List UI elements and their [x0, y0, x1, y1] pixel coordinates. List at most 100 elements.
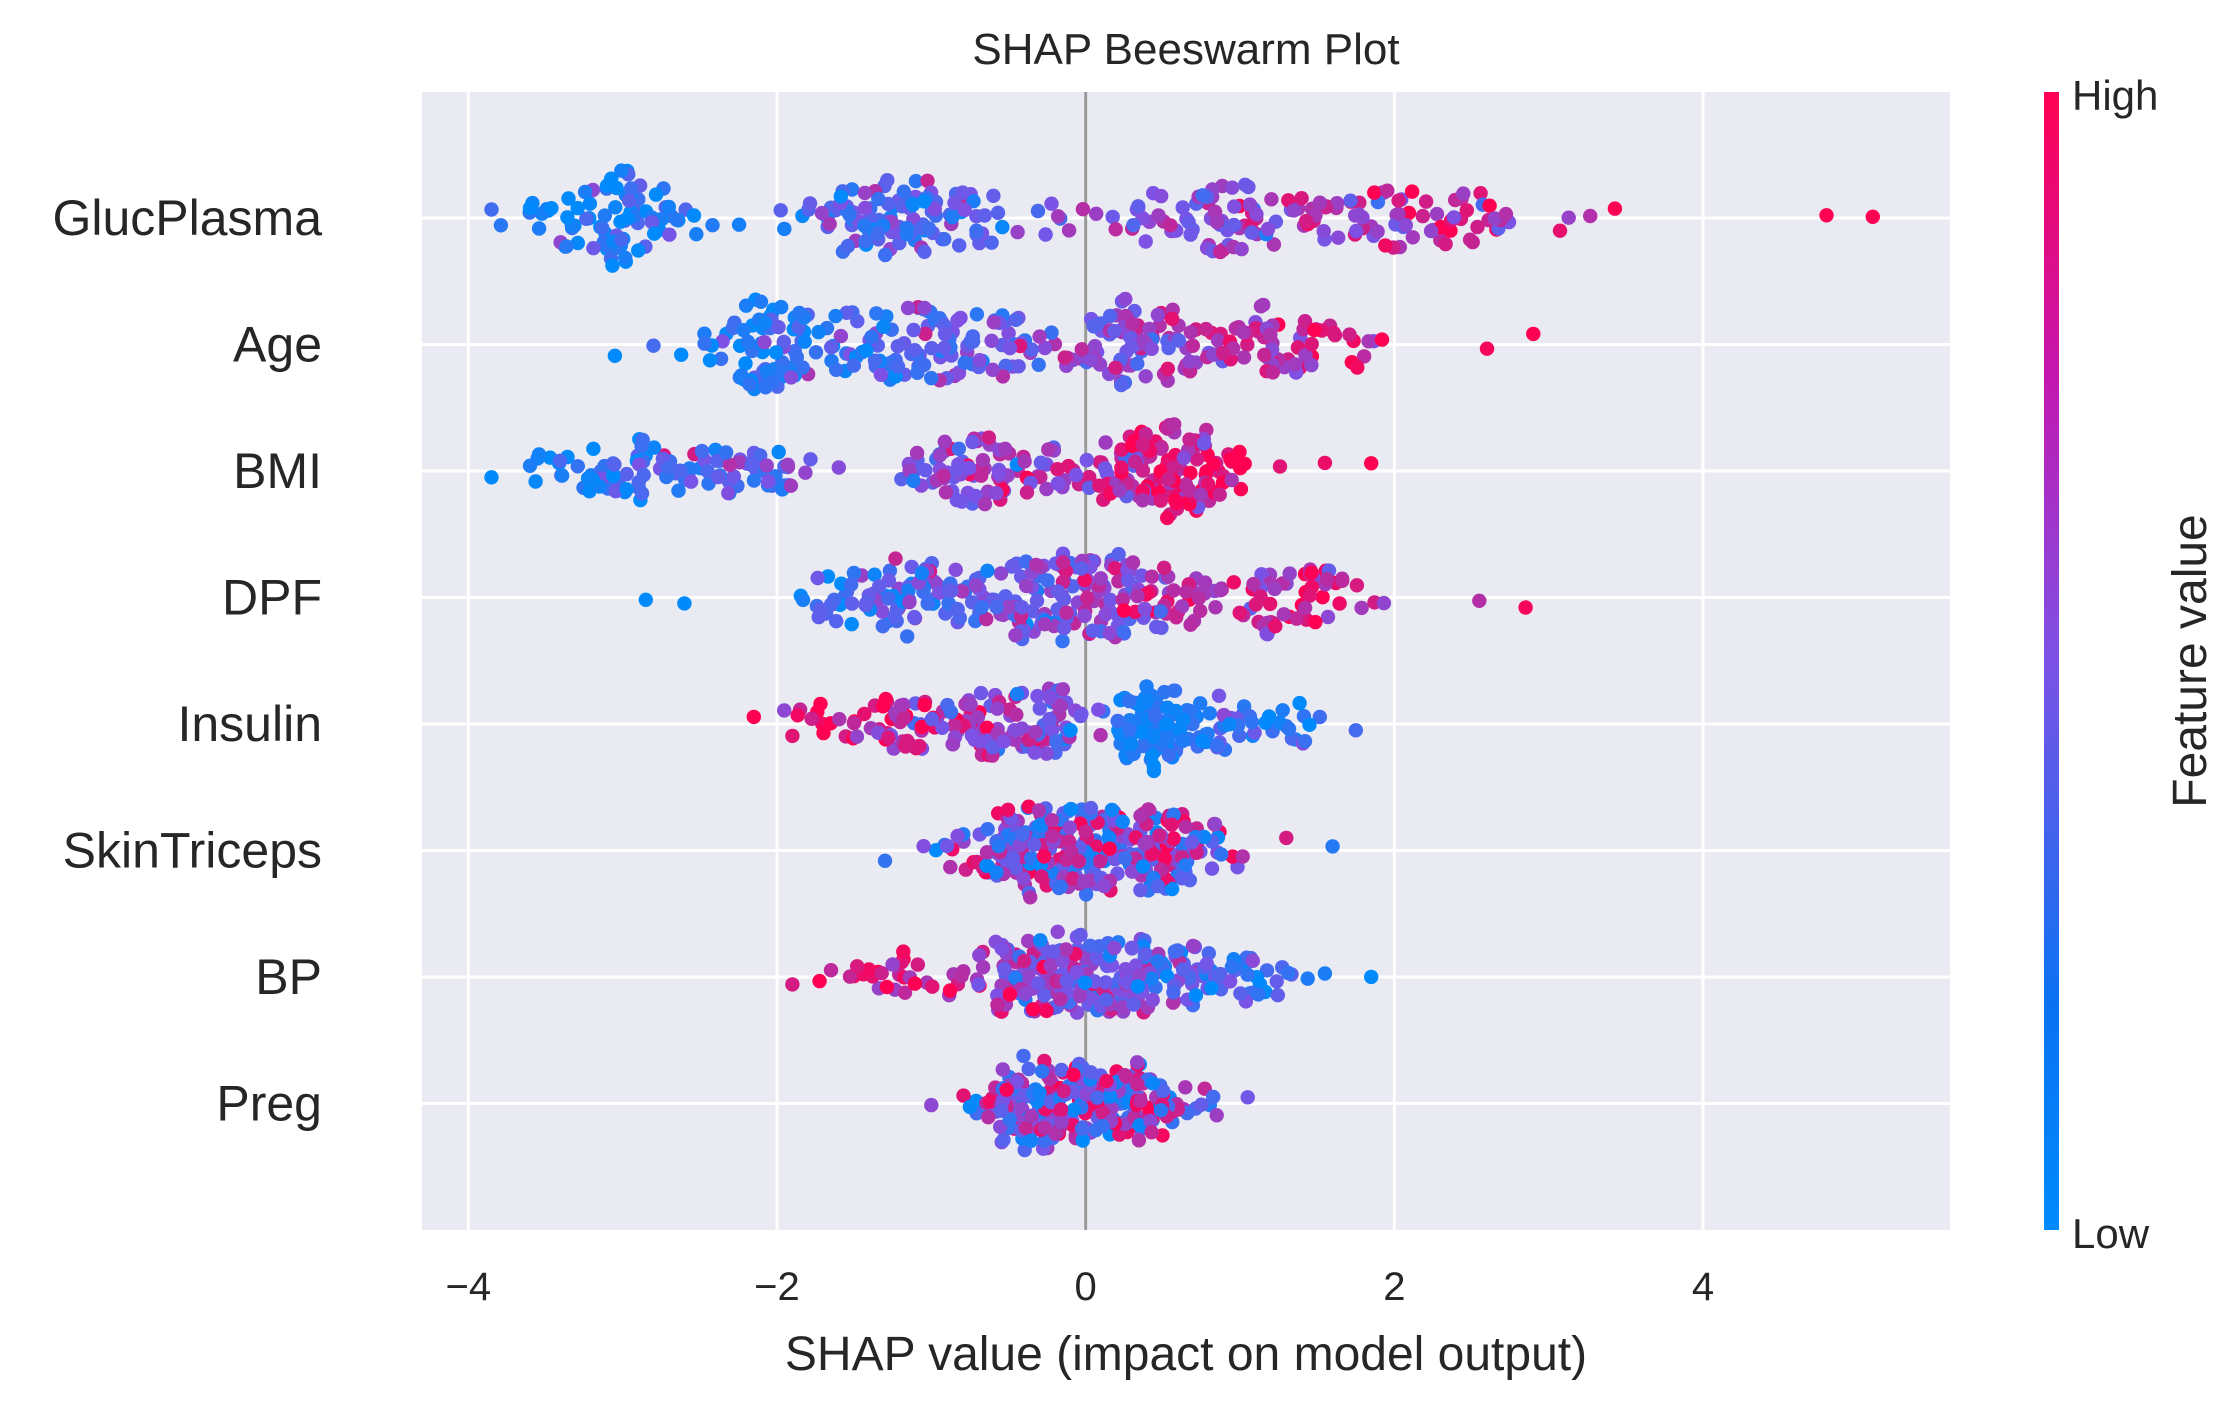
scatter-point	[1146, 763, 1162, 779]
scatter-point	[1098, 992, 1114, 1007]
scatter-point	[1033, 933, 1048, 948]
scatter-point	[1073, 708, 1088, 724]
scatter-point	[570, 235, 585, 251]
scatter-point	[559, 239, 574, 254]
scatter-point	[1487, 211, 1503, 226]
scatter-point	[672, 463, 688, 478]
scatter-point	[1037, 617, 1053, 632]
scatter-point	[689, 227, 704, 242]
scatter-point	[937, 434, 952, 449]
scatter-point	[997, 961, 1012, 977]
scatter-point	[1233, 986, 1248, 1001]
scatter-point	[849, 729, 865, 744]
scatter-point	[916, 194, 932, 209]
scatter-point	[909, 445, 925, 461]
scatter-point	[1175, 962, 1191, 977]
scatter-point	[974, 600, 989, 615]
scatter-point	[1240, 337, 1255, 352]
scatter-point	[1007, 723, 1022, 738]
scatter-point	[1016, 871, 1031, 886]
scatter-point	[662, 460, 677, 475]
scatter-point	[1146, 729, 1161, 745]
scatter-point	[1034, 869, 1049, 884]
scatter-point	[957, 202, 972, 218]
scatter-point	[829, 362, 844, 377]
scatter-point	[1819, 208, 1834, 223]
scatter-point	[918, 463, 933, 478]
scatter-point	[1248, 597, 1264, 612]
scatter-point	[777, 703, 792, 718]
scatter-point	[1160, 510, 1175, 526]
scatter-point	[858, 200, 873, 216]
scatter-point	[844, 596, 860, 611]
scatter-point	[1130, 356, 1145, 371]
scatter-point	[1197, 575, 1213, 590]
scatter-point	[1077, 573, 1092, 588]
feature-label: Age	[233, 317, 322, 373]
scatter-point	[662, 227, 677, 242]
scatter-point	[962, 460, 977, 476]
scatter-point	[1182, 483, 1197, 498]
scatter-point	[1050, 462, 1065, 477]
scatter-point	[950, 602, 965, 617]
scatter-point	[1157, 851, 1173, 866]
scatter-point	[1194, 1097, 1209, 1112]
scatter-point	[1158, 716, 1174, 732]
scatter-point	[1008, 628, 1023, 643]
scatter-point	[920, 173, 935, 188]
scatter-point	[1031, 357, 1046, 372]
scatter-point	[493, 218, 509, 233]
scatter-point	[1184, 835, 1200, 850]
scatter-point	[982, 1094, 998, 1109]
scatter-point	[945, 209, 960, 225]
scatter-point	[1055, 633, 1070, 649]
scatter-point	[1098, 607, 1113, 622]
scatter-point	[812, 973, 827, 989]
scatter-point	[1002, 340, 1018, 356]
scatter-point	[1058, 942, 1074, 957]
scatter-point	[1144, 1125, 1159, 1140]
scatter-point	[1122, 693, 1137, 709]
scatter-point	[881, 730, 896, 745]
scatter-point	[979, 858, 994, 873]
scatter-point	[1068, 467, 1084, 483]
scatter-point	[1198, 321, 1214, 337]
scatter-point	[1043, 691, 1058, 706]
scatter-point	[981, 1110, 996, 1125]
scatter-point	[1224, 959, 1240, 974]
scatter-point	[833, 189, 848, 204]
scatter-point	[1095, 1119, 1110, 1134]
scatter-point	[721, 485, 736, 501]
scatter-point	[1297, 314, 1313, 329]
scatter-point	[857, 185, 873, 201]
scatter-point	[1227, 199, 1242, 214]
scatter-point	[1056, 621, 1072, 636]
scatter-point	[1104, 802, 1120, 818]
scatter-point	[671, 483, 686, 498]
scatter-point	[1133, 882, 1148, 898]
scatter-point	[1039, 746, 1054, 761]
scatter-point	[1118, 291, 1133, 307]
scatter-point	[1320, 609, 1336, 625]
scatter-point	[1282, 566, 1297, 581]
scatter-point	[951, 366, 967, 381]
scatter-point	[1039, 481, 1054, 497]
scatter-point	[669, 212, 684, 227]
scatter-point	[644, 215, 660, 230]
scatter-point	[1119, 1069, 1134, 1084]
scatter-point	[811, 324, 826, 340]
scatter-point	[606, 468, 621, 483]
scatter-point	[1050, 924, 1065, 939]
scatter-point	[1404, 184, 1420, 199]
scatter-point	[1108, 360, 1123, 375]
scatter-point	[1056, 1083, 1071, 1099]
scatter-point	[1009, 707, 1024, 722]
scatter-point	[773, 203, 788, 218]
scatter-point	[1351, 207, 1367, 222]
scatter-point	[1024, 342, 1039, 357]
scatter-point	[661, 199, 676, 215]
scatter-point	[1126, 997, 1142, 1012]
scatter-point	[1235, 849, 1250, 864]
scatter-point	[896, 711, 911, 726]
scatter-point	[797, 334, 812, 349]
